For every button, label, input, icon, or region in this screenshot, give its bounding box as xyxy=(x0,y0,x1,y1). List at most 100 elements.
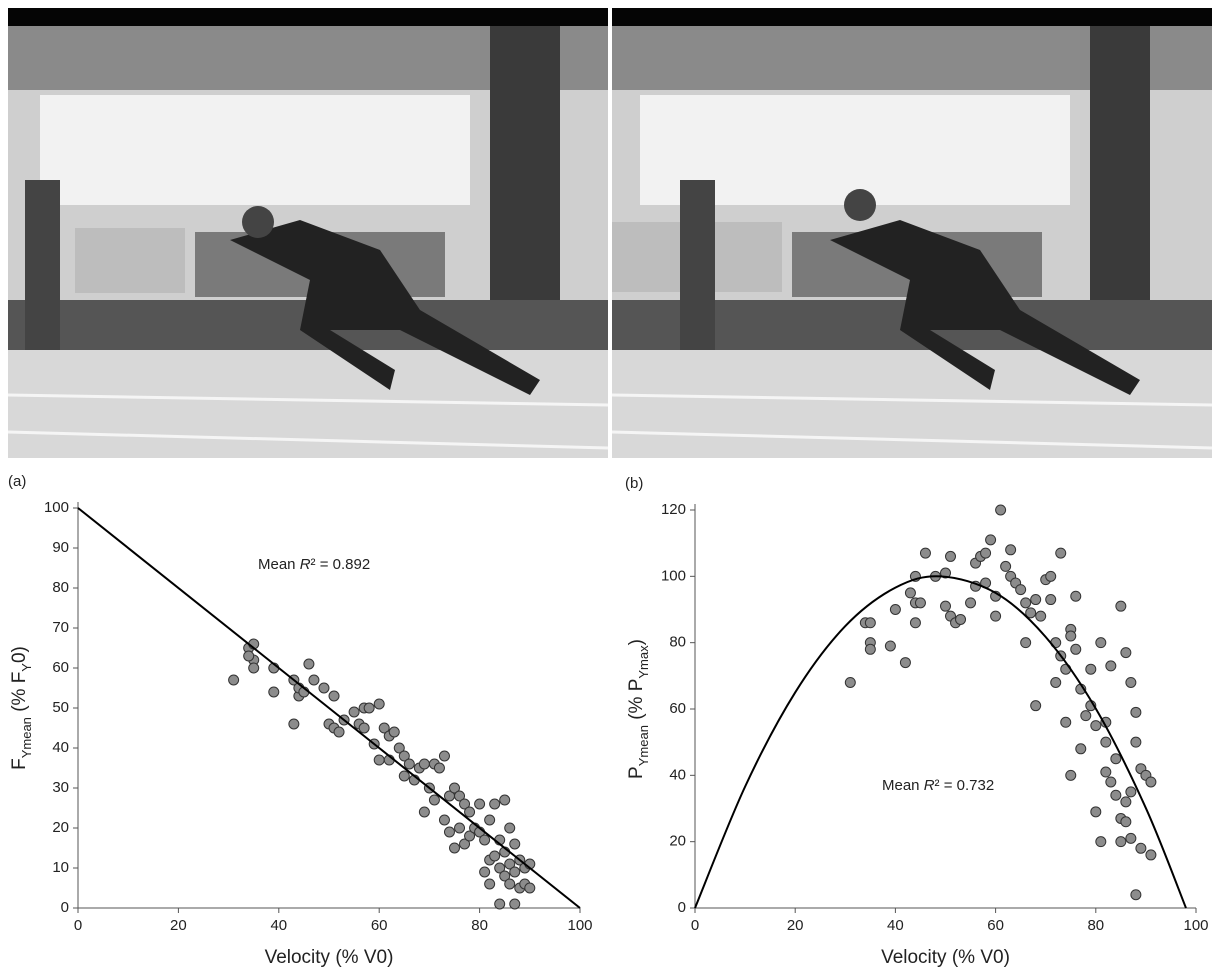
point xyxy=(1100,766,1112,778)
point xyxy=(504,858,516,870)
point xyxy=(509,898,521,910)
text-part: (% F xyxy=(9,672,30,717)
point xyxy=(288,718,300,730)
point xyxy=(403,758,415,770)
x-tick-label: 60 xyxy=(987,917,1004,934)
y-tick-label: 0 xyxy=(678,899,686,916)
point xyxy=(1015,584,1027,596)
x-tick-label: 20 xyxy=(170,917,187,934)
point xyxy=(940,600,951,612)
panel-label: (a) xyxy=(8,473,26,490)
point xyxy=(378,722,390,734)
point xyxy=(1070,590,1082,602)
fit-line xyxy=(77,507,581,909)
point xyxy=(844,676,856,688)
point xyxy=(889,604,901,615)
point xyxy=(464,806,476,818)
point xyxy=(945,550,957,562)
point xyxy=(864,643,876,655)
point xyxy=(899,657,911,669)
point xyxy=(1115,600,1127,612)
text-part: F xyxy=(9,758,30,770)
y-tick-label: 90 xyxy=(52,539,69,556)
chart: (b) 0 20 40 60 80 100 0 20 40 60 80 100 120 Velocity (… xyxy=(625,475,1209,968)
point xyxy=(308,674,320,686)
point xyxy=(1120,816,1132,828)
point xyxy=(1090,806,1102,818)
point xyxy=(1020,637,1032,649)
point xyxy=(438,750,450,762)
point xyxy=(904,587,916,599)
point xyxy=(995,504,1007,516)
point xyxy=(499,794,511,806)
point xyxy=(1145,776,1157,788)
point xyxy=(363,702,375,714)
y-tick-label: 20 xyxy=(669,833,686,850)
point xyxy=(1080,710,1092,722)
y-tick-label: 70 xyxy=(52,619,69,636)
y-tick-label: 20 xyxy=(52,819,69,836)
point xyxy=(990,610,1002,622)
x-tick-label: 0 xyxy=(74,917,82,934)
text-part: Ymean xyxy=(636,725,651,766)
point xyxy=(484,814,496,826)
point xyxy=(1125,786,1137,798)
point xyxy=(914,597,926,609)
point xyxy=(1095,836,1107,848)
point xyxy=(398,770,410,782)
y-tick-label: 100 xyxy=(44,499,69,516)
point xyxy=(433,762,445,774)
point xyxy=(955,613,967,625)
point xyxy=(499,870,511,882)
annotation: Mean R² = 0.732 xyxy=(882,777,994,794)
point xyxy=(1130,889,1142,901)
point xyxy=(1090,720,1102,732)
point xyxy=(318,682,330,694)
point xyxy=(388,726,400,738)
text-part: ² = 0.732 xyxy=(935,777,995,794)
point xyxy=(1045,570,1057,582)
point xyxy=(1065,769,1077,781)
x-tick-label: 40 xyxy=(270,917,287,934)
y-tick-label: 40 xyxy=(52,739,69,756)
point xyxy=(1110,789,1122,801)
text-part: Mean xyxy=(882,777,924,794)
point xyxy=(393,742,405,754)
text-part: (% P xyxy=(626,679,647,725)
text-part: P xyxy=(626,766,647,779)
x-tick-label: 60 xyxy=(371,917,388,934)
point xyxy=(328,690,340,702)
point xyxy=(489,850,501,862)
point xyxy=(418,806,430,818)
y-axis-title: FYmean (% FY0) xyxy=(9,646,34,770)
point xyxy=(1120,647,1132,659)
point xyxy=(268,686,280,698)
point xyxy=(1125,676,1137,688)
point xyxy=(459,838,471,850)
point xyxy=(504,878,516,890)
point xyxy=(919,547,931,559)
point xyxy=(373,754,385,766)
point xyxy=(1025,607,1037,619)
point xyxy=(909,617,921,629)
point xyxy=(479,866,491,878)
point xyxy=(243,650,255,662)
point xyxy=(884,640,896,652)
point xyxy=(1035,610,1047,622)
text-part: ² = 0.892 xyxy=(311,556,371,573)
point xyxy=(333,726,345,738)
point xyxy=(1110,753,1122,765)
y-tick-label: 120 xyxy=(661,501,686,518)
point xyxy=(494,898,506,910)
point xyxy=(358,722,370,734)
point xyxy=(1085,663,1097,675)
y-tick-label: 50 xyxy=(52,699,69,716)
point xyxy=(1120,796,1132,808)
point xyxy=(1065,630,1077,642)
point xyxy=(965,597,977,609)
point xyxy=(454,822,466,834)
point xyxy=(418,758,430,770)
photo-right xyxy=(611,8,1213,458)
point xyxy=(489,798,501,810)
point xyxy=(484,878,496,890)
